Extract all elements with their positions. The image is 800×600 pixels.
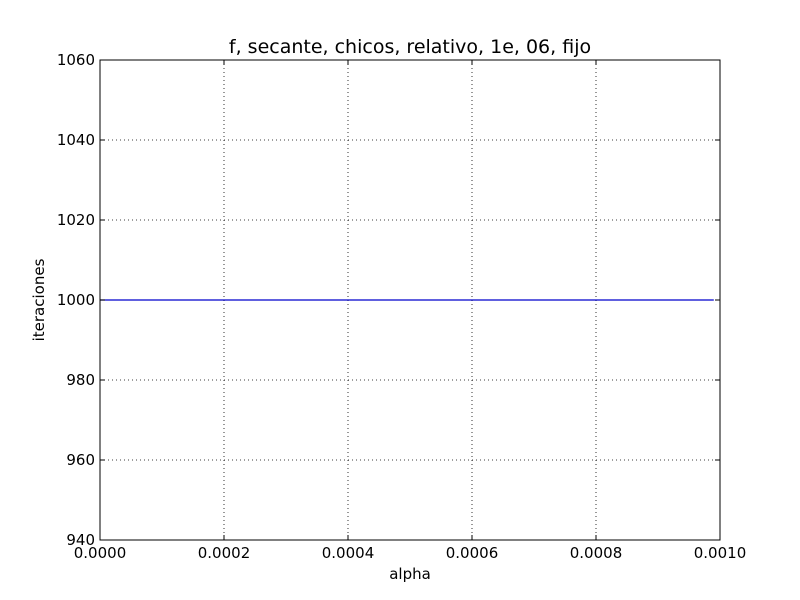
y-tick-label: 1020 <box>57 211 95 229</box>
y-tick-label: 940 <box>66 531 95 549</box>
x-tick-label: 0.0004 <box>322 544 375 562</box>
x-tick-label: 0.0006 <box>446 544 499 562</box>
y-tick-label: 960 <box>66 451 95 469</box>
x-tick-label: 0.0010 <box>694 544 747 562</box>
y-tick-label: 1040 <box>57 131 95 149</box>
x-tick-label: 0.0000 <box>74 544 127 562</box>
y-axis-label: iteraciones <box>30 258 48 341</box>
y-tick-label: 1060 <box>57 51 95 69</box>
chart-title: f, secante, chicos, relativo, 1e, 06, fi… <box>229 36 591 58</box>
y-tick-label: 1000 <box>57 291 95 309</box>
axis-tick-labels: 0.0000 0.0002 0.0004 0.0006 0.0008 0.0010 940 9… <box>57 51 746 562</box>
y-tick-label: 980 <box>66 371 95 389</box>
x-tick-label: 0.0002 <box>198 544 251 562</box>
x-tick-label: 0.0008 <box>570 544 623 562</box>
x-axis-label: alpha <box>389 565 431 583</box>
axis-ticks <box>99 59 721 541</box>
